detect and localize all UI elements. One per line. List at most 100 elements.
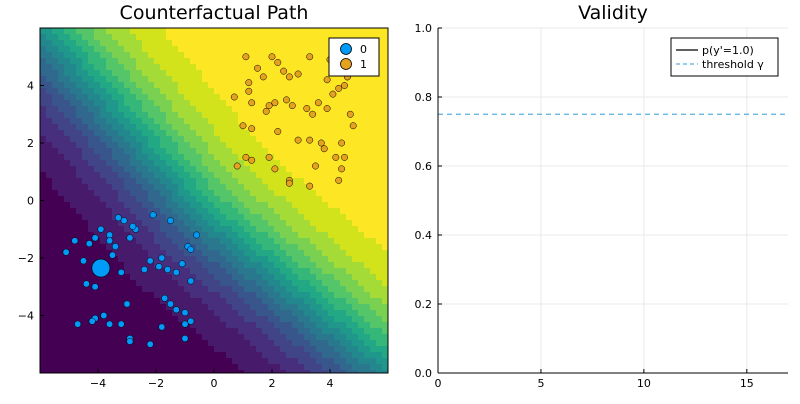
contour-cell [136,208,143,215]
contour-cell [292,148,299,155]
contour-cell [382,268,388,275]
contour-cell [166,82,173,89]
contour-cell [226,172,233,179]
contour-cell [94,58,101,65]
contour-cell [118,94,125,101]
contour-cell [268,334,275,341]
contour-cell [82,262,89,269]
contour-cell [232,346,239,353]
contour-cell [130,64,137,71]
contour-cell [64,28,71,35]
contour-cell [250,334,257,341]
contour-cell [178,220,185,227]
contour-cell [184,64,191,71]
contour-cell [52,52,59,59]
contour-cell [364,190,371,197]
contour-cell [268,202,275,209]
contour-cell [250,238,257,245]
contour-cell [118,298,125,305]
contour-cell [100,106,107,113]
contour-cell [88,226,95,233]
contour-cell [382,190,388,197]
contour-cell [160,358,167,365]
contour-cell [82,370,89,373]
contour-cell [202,352,209,359]
scatter-point-class-1 [335,84,343,92]
contour-cell [100,172,107,179]
contour-cell [94,64,101,71]
contour-cell [94,88,101,95]
contour-cell [292,352,299,359]
contour-cell [376,88,383,95]
contour-cell [106,64,113,71]
contour-cell [220,250,227,257]
contour-cell [148,82,155,89]
contour-cell [310,226,317,233]
contour-cell [184,196,191,203]
contour-cell [280,136,287,143]
contour-cell [184,136,191,143]
contour-cell [316,310,323,317]
contour-cell [154,232,161,239]
scatter-point-class-0 [149,211,157,219]
contour-cell [304,196,311,203]
contour-cell [382,220,388,227]
contour-cell [166,106,173,113]
contour-cell [124,274,131,281]
contour-cell [304,208,311,215]
contour-cell [382,352,388,359]
contour-cell [382,196,388,203]
contour-cell [100,184,107,191]
contour-cell [202,40,209,47]
contour-cell [334,172,341,179]
contour-cell [190,214,197,221]
contour-cell [100,166,107,173]
contour-cell [184,82,191,89]
contour-cell [154,40,161,47]
contour-cell [46,232,53,239]
contour-cell [322,88,329,95]
contour-cell [76,160,83,167]
contour-cell [64,214,71,221]
contour-cell [130,118,137,125]
contour-cell [364,34,371,41]
contour-cell [124,346,131,353]
contour-cell [232,244,239,251]
contour-cell [358,358,365,365]
contour-cell [208,142,215,149]
contour-cell [178,346,185,353]
contour-cell [172,280,179,287]
contour-cell [334,244,341,251]
contour-cell [322,100,329,107]
contour-cell [190,118,197,125]
contour-cell [322,262,329,269]
contour-cell [166,346,173,353]
contour-cell [340,268,347,275]
contour-cell [328,370,335,373]
contour-cell [262,214,269,221]
contour-cell [112,208,119,215]
contour-cell [46,316,53,323]
contour-cell [112,310,119,317]
contour-cell [280,178,287,185]
contour-cell [118,172,125,179]
contour-cell [322,244,329,251]
contour-cell [364,142,371,149]
contour-cell [340,256,347,263]
contour-cell [82,310,89,317]
contour-cell [352,250,359,257]
contour-cell [238,226,245,233]
contour-cell [370,178,377,185]
contour-cell [298,40,305,47]
contour-cell [298,334,305,341]
contour-cell [220,220,227,227]
contour-cell [238,346,245,353]
contour-cell [352,106,359,113]
contour-cell [340,250,347,257]
contour-cell [244,220,251,227]
contour-cell [250,166,257,173]
contour-cell [232,112,239,119]
contour-cell [382,256,388,263]
contour-cell [106,124,113,131]
contour-cell [322,220,329,227]
